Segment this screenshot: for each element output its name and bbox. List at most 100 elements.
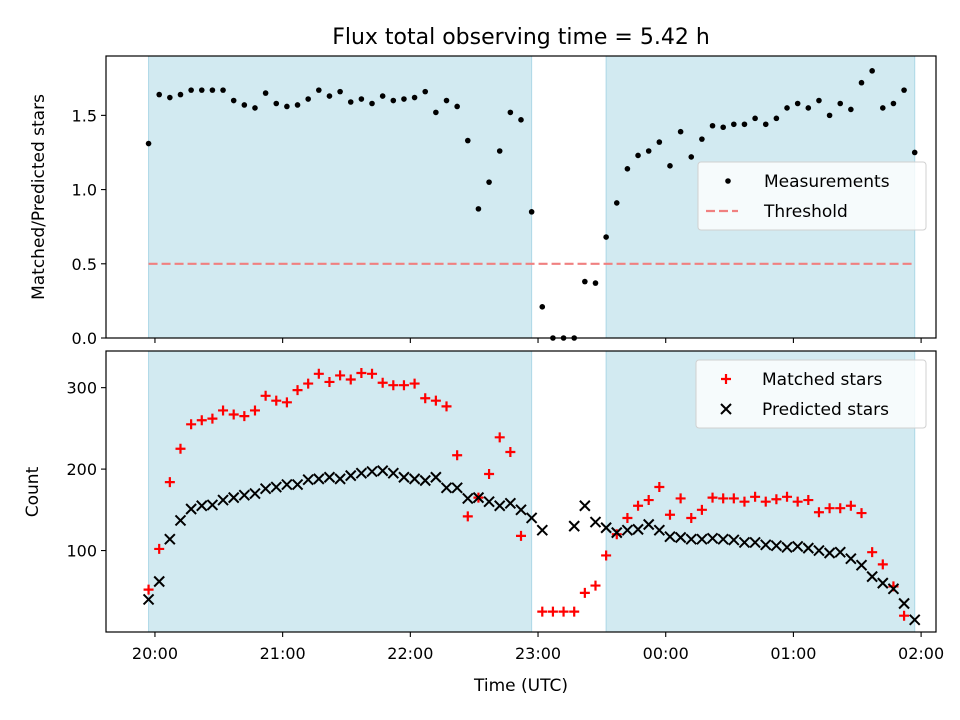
predicted-stars-point [355,467,368,479]
matched-stars-point [643,495,654,506]
predicted-stars-point [791,540,804,553]
y-axis-label-count: Count [23,466,43,517]
measurement-point [347,99,354,105]
measurement-point [826,112,833,119]
matched-stars-point [441,401,452,412]
measurement-point [326,93,333,99]
matched-stars-point [367,368,378,379]
predicted-stars-point [579,500,591,512]
matched-stars-point [186,419,197,430]
predicted-stars-point [568,520,580,532]
predicted-stars-point [813,544,825,557]
y-tick-label: 1.0 [72,181,97,200]
predicted-stars-point [855,559,868,571]
matched-stars-point [718,493,729,504]
predicted-stars-point [696,533,708,545]
matched-stars-point [813,507,824,518]
legend-box [697,161,927,231]
matched-stars-point [335,370,346,381]
measurement-point [645,148,652,154]
legend-marker-measurements [725,178,731,184]
predicted-stars-point [238,489,251,501]
measurement-point [901,87,907,93]
matched-stars-point [430,395,441,406]
measurement-point [816,97,822,104]
matched-stars-point [569,606,580,617]
predicted-stars-point [749,536,761,549]
matched-stars-point [377,377,388,388]
predicted-stars-point [770,539,783,552]
matched-stars-point [771,494,782,505]
x-tick-label: 01:00 [770,644,816,663]
measurement-point [613,200,620,206]
measurement-point [337,88,343,95]
predicted-stars-point [174,514,187,527]
matched-stars-point [547,606,558,617]
measurement-point [262,90,269,96]
predicted-stars-point [398,471,410,483]
x-axis-label: Time (UTC) [473,676,568,696]
predicted-stars-point [313,473,325,485]
measurement-point [720,124,726,131]
measurement-point [358,96,365,102]
matched-stars-point [154,543,165,554]
predicted-stars-point [323,471,336,483]
y-tick-label: 300 [66,379,97,398]
predicted-stars-point [206,499,219,511]
measurement-point [496,148,503,154]
measurement-point [518,117,524,123]
y-tick-label: 0.5 [72,255,97,274]
axes-frame [105,55,937,339]
measurement-point [369,100,375,107]
matched-stars-point [707,492,718,503]
measurement-point [252,105,258,111]
matched-stars-point [249,405,260,416]
predicted-stars-point [281,478,293,491]
matched-stars-point [324,376,335,387]
predicted-stars-point [334,473,346,485]
predicted-stars-point [472,491,485,504]
measurement-point [401,96,407,102]
x-tick-label: 00:00 [643,644,689,663]
predicted-stars-point [376,465,389,477]
measurement-point [709,122,716,129]
predicted-stars-point [345,469,357,482]
matched-stars-point [675,493,686,504]
matched-stars-point [356,367,367,378]
matched-stars-point [654,482,665,493]
measurement-point [869,68,875,74]
matched-stars-point [218,405,229,416]
measurement-point [752,115,758,122]
axes-frame [105,350,937,633]
predicted-stars-point [674,531,687,544]
predicted-stars-point [589,516,602,528]
measurement-point [475,206,482,212]
predicted-stars-point [717,533,729,545]
matched-stars-point [558,606,569,617]
matched-stars-point [505,446,516,457]
matched-stars-point [228,409,239,420]
matched-stars-point [739,496,750,507]
matched-stars-point [590,580,601,591]
measurement-point [603,234,609,240]
matched-stars-point [345,374,356,385]
predicted-stars-point [728,534,740,546]
measurement-point [156,91,163,98]
predicted-stars-point [217,494,229,506]
measurement-point [911,149,918,156]
measurement-point [411,94,418,101]
measurement-point [784,105,790,111]
matched-stars-point [484,468,495,479]
y-axis-label-ratio: Matched/Predicted stars [29,94,49,300]
measurement-point [209,87,216,93]
y-tick-label: 1.5 [72,106,97,125]
measurement-point [294,102,301,108]
predicted-stars-point [642,518,655,531]
x-tick-label: 22:00 [387,644,433,663]
predicted-stars-point [611,526,623,539]
measurement-point [167,94,173,101]
predicted-stars-point [494,500,506,512]
measurement-point [379,93,386,99]
measurement-point [188,87,194,93]
measurement-point [198,87,205,93]
